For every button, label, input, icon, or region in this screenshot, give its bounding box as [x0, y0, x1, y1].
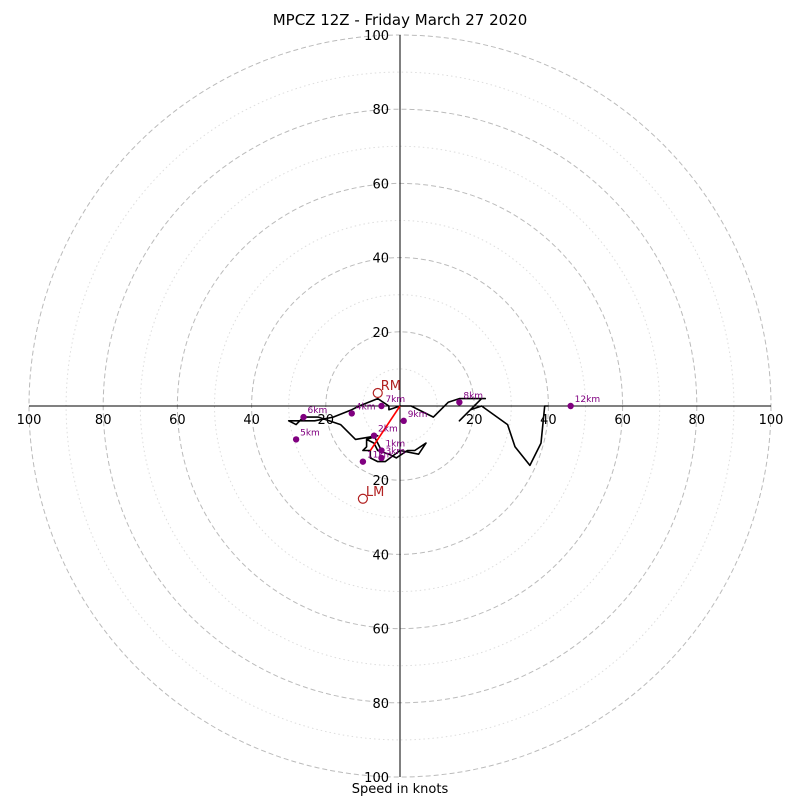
x-tick-label: 100: [759, 413, 784, 428]
height-marker: [359, 458, 367, 465]
height-marker: [370, 432, 378, 439]
height-label: 9km: [408, 410, 428, 420]
x-axis-label: Speed in knots: [351, 782, 449, 797]
height-label: 2km: [378, 425, 398, 435]
height-label: 7km: [385, 395, 405, 405]
x-tick-label: 20: [318, 413, 335, 428]
height-label: 11km: [367, 451, 392, 461]
height-label: 12km: [575, 395, 600, 405]
y-tick-label: 60: [372, 177, 389, 192]
height-label: 6km: [308, 406, 328, 416]
x-tick-label: 100: [17, 413, 42, 428]
height-label: 4km: [356, 402, 376, 412]
y-tick-label: 100: [364, 771, 389, 786]
y-tick-label: 40: [372, 252, 389, 267]
marker-layer: 1km 2km 3km 4km 5km 6km 7km 8km 9km 11km 12km RM LM: [292, 379, 600, 504]
x-tick-label: 20: [466, 413, 483, 428]
height-marker: [378, 447, 385, 454]
x-tick-label: 60: [169, 413, 186, 428]
y-tick-label: 40: [372, 548, 389, 563]
axes-layer: 1001008080606040402020202040406060808010…: [17, 29, 784, 786]
height-label: 8km: [463, 391, 483, 401]
hodograph-trace: [287, 397, 549, 467]
x-tick-label: 80: [95, 413, 112, 428]
y-tick-label: 60: [372, 623, 389, 638]
height-marker: [348, 410, 355, 417]
y-tick-label: 80: [372, 697, 389, 712]
height-marker: [400, 417, 407, 425]
y-tick-label: 80: [372, 103, 389, 118]
storm-motion-label: RM: [381, 379, 401, 394]
height-marker: [292, 436, 300, 443]
y-tick-label: 20: [372, 326, 389, 341]
storm-motion-marker: [357, 493, 368, 504]
x-tick-label: 80: [689, 413, 706, 428]
height-marker: [378, 454, 385, 462]
x-tick-label: 40: [243, 413, 260, 428]
trace-layer: [287, 397, 549, 467]
chart-title: MPCZ 12Z - Friday March 27 2020: [272, 11, 528, 29]
storm-motion-label: LM: [366, 485, 384, 500]
x-tick-label: 60: [614, 413, 631, 428]
height-marker: [378, 402, 385, 410]
y-tick-label: 100: [364, 29, 389, 44]
height-label: 1km: [385, 440, 405, 450]
height-label: 3km: [385, 447, 405, 457]
height-marker: [567, 402, 574, 410]
storm-motion-vector: [369, 405, 401, 451]
storm-motion-marker: [372, 387, 383, 399]
height-label: 5km: [300, 428, 320, 438]
height-marker: [300, 413, 307, 421]
y-tick-label: 20: [372, 474, 389, 489]
height-marker: [456, 399, 463, 406]
